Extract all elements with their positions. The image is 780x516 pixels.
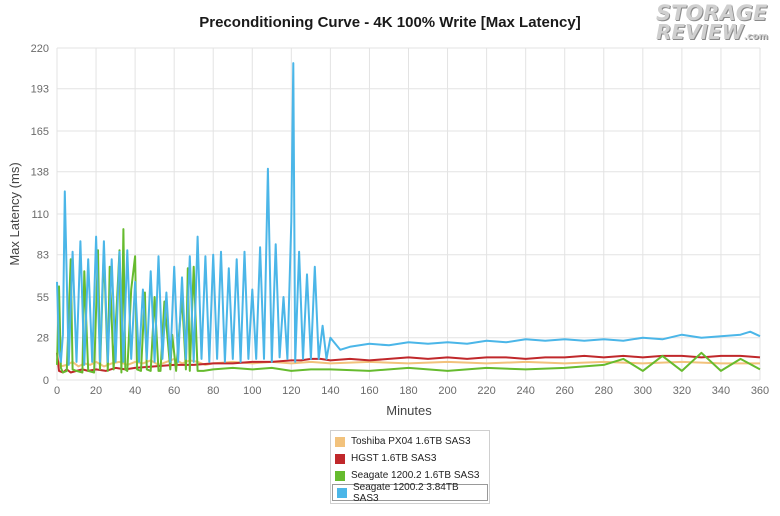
legend-item[interactable]: HGST 1.6TB SAS3	[331, 450, 489, 467]
x-tick-label: 280	[595, 385, 613, 397]
series-lines	[56, 62, 761, 374]
y-tick-label: 193	[31, 84, 49, 96]
y-tick-label: 138	[31, 167, 49, 179]
legend-label: HGST 1.6TB SAS3	[351, 453, 437, 464]
x-tick-label: 200	[438, 385, 456, 397]
x-tick-label: 160	[360, 385, 378, 397]
x-tick-label: 260	[556, 385, 574, 397]
x-tick-label: 40	[129, 385, 141, 397]
series-line-4	[56, 62, 761, 366]
legend-item[interactable]: Seagate 1200.2 1.6TB SAS3	[331, 467, 489, 484]
x-tick-label: 220	[477, 385, 495, 397]
y-tick-label: 83	[37, 250, 49, 262]
x-tick-label: 340	[712, 385, 730, 397]
x-tick-label: 100	[243, 385, 261, 397]
latency-chart: 0 28 55 83 110 138 165 193 220 0 20 40 60 80 100 120 14…	[7, 43, 769, 418]
y-tick-labels: 0 28 55 83 110 138 165 193 220	[31, 43, 49, 387]
y-axis-title: Max Latency (ms)	[7, 162, 22, 265]
logo-line1: STORAGE	[656, 1, 768, 25]
x-axis-title: Minutes	[386, 403, 432, 418]
x-tick-labels: 0 20 40 60 80 100 120 140 160 180 200 220 240 260 280 3…	[54, 385, 769, 397]
x-tick-label: 300	[634, 385, 652, 397]
y-tick-label: 110	[31, 209, 49, 221]
legend-label: Toshiba PX04 1.6TB SAS3	[351, 436, 471, 447]
x-tick-label: 360	[751, 385, 769, 397]
legend-swatch	[335, 436, 345, 447]
logo-line2-text: REVIEW	[656, 20, 744, 44]
x-tick-label: 60	[168, 385, 180, 397]
x-tick-label: 140	[321, 385, 339, 397]
legend-label: Seagate 1200.2 3.84TB SAS3	[353, 481, 459, 504]
legend: Toshiba PX04 1.6TB SAS3 HGST 1.6TB SAS3 Se…	[330, 430, 490, 504]
y-tick-label: 28	[37, 333, 49, 345]
legend-label: Seagate 1200.2 1.6TB SAS3	[351, 470, 480, 481]
grid-lines	[56, 47, 761, 381]
legend-swatch	[335, 470, 345, 481]
x-tick-label: 20	[90, 385, 102, 397]
x-tick-label: 80	[207, 385, 219, 397]
x-tick-label: 180	[399, 385, 417, 397]
logo-suffix: .com	[743, 32, 769, 42]
y-tick-label: 165	[31, 126, 49, 138]
legend-item[interactable]: Toshiba PX04 1.6TB SAS3	[331, 433, 489, 450]
legend-swatch	[335, 453, 345, 464]
y-tick-label: 220	[31, 43, 49, 55]
storagereview-logo: STORAGE REVIEW.com	[656, 1, 769, 48]
x-tick-label: 120	[282, 385, 300, 397]
legend-item[interactable]: Seagate 1200.2 3.84TB SAS3	[332, 481, 488, 504]
y-tick-label: 55	[37, 292, 49, 304]
y-tick-label: 0	[43, 375, 49, 387]
chart-title: Preconditioning Curve - 4K 100% Write [M…	[199, 14, 581, 31]
x-tick-label: 240	[516, 385, 534, 397]
legend-swatch	[337, 487, 347, 498]
logo-line2: REVIEW.com	[656, 20, 769, 47]
x-tick-label: 0	[54, 385, 60, 397]
x-tick-label: 320	[673, 385, 691, 397]
